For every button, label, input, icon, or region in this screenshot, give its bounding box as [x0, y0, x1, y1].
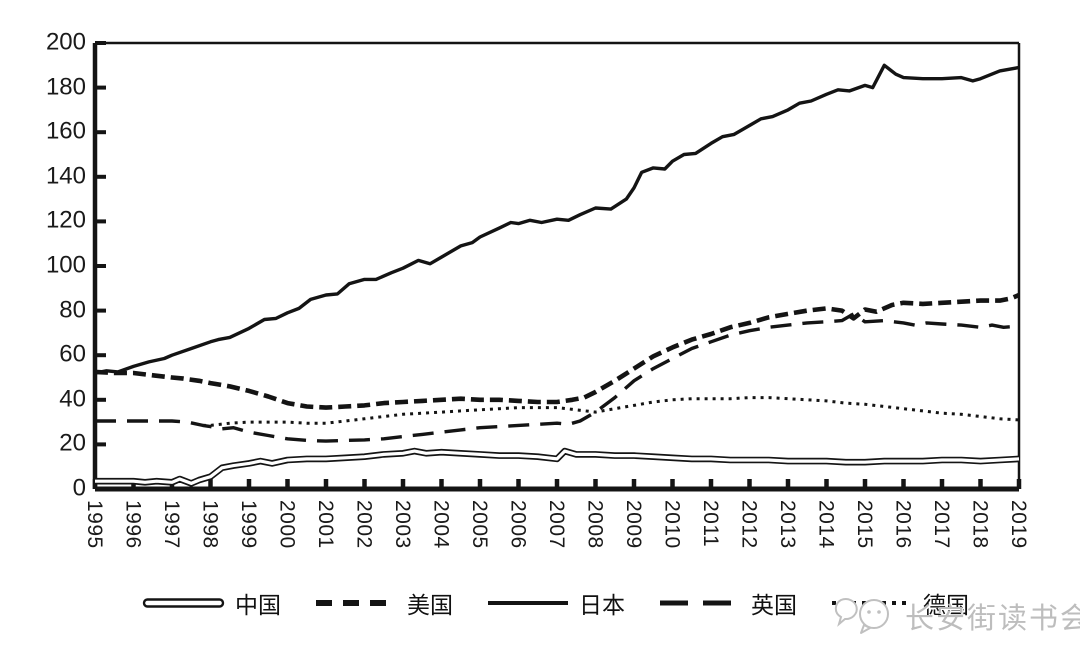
legend-marker-china	[142, 598, 225, 608]
legend-item-china: 中国	[142, 586, 281, 620]
series-line-usa	[94, 292, 1020, 410]
x-tick-label: 2000	[275, 500, 299, 549]
legend-marker-japan	[488, 601, 568, 605]
series-line-uk	[95, 312, 1020, 443]
x-tick-label: 2006	[506, 500, 530, 549]
x-tick-label: 2018	[968, 500, 992, 549]
x-tick-label: 2017	[930, 500, 953, 549]
y-tick-label: 60	[59, 340, 86, 368]
x-tick-label: 2008	[583, 500, 607, 549]
x-tick-label: 2011	[699, 500, 722, 548]
legend-label-usa: 美国	[407, 592, 453, 618]
x-tick-label: 2001	[314, 500, 337, 549]
legend-label-japan: 日本	[579, 592, 625, 618]
legend-item-japan: 日本	[486, 586, 625, 620]
x-tick-label: 2007	[545, 500, 568, 549]
y-tick-label: 100	[45, 251, 86, 279]
series-line-inner-china	[95, 449, 1020, 485]
x-tick-label: 1999	[237, 500, 260, 549]
y-tick-label: 120	[45, 206, 86, 234]
legend-label-germany: 德国	[923, 592, 969, 618]
y-tick-label: 20	[59, 429, 86, 457]
x-tick-label: 2003	[391, 500, 414, 549]
legend-label-china: 中国	[235, 592, 281, 618]
x-tick-label: 2004	[429, 500, 453, 549]
x-tick-label: 1995	[83, 500, 106, 549]
chart-legend: 中国 美国 日本 英国 德国	[142, 586, 969, 620]
y-tick-label: 140	[45, 162, 86, 190]
y-tick-label: 160	[45, 117, 86, 145]
legend-marker-germany	[832, 601, 912, 605]
y-tick-label: 0	[72, 474, 86, 502]
x-tick-label: 2016	[891, 500, 915, 549]
y-tick-label: 40	[59, 385, 86, 413]
x-tick-label: 2019	[1007, 500, 1030, 549]
legend-item-usa: 美国	[314, 586, 453, 620]
x-tick-label: 2015	[853, 500, 876, 549]
legend-item-uk: 英国	[658, 586, 797, 620]
x-tick-label: 2010	[660, 500, 684, 549]
series-line-japan	[94, 63, 1020, 375]
x-tick-label: 1997	[160, 500, 183, 549]
x-tick-label: 2002	[352, 500, 376, 549]
y-tick-label: 180	[45, 73, 86, 101]
legend-marker-uk	[660, 600, 740, 606]
series-line-china	[95, 447, 1020, 487]
x-tick-label: 1996	[121, 500, 145, 549]
x-tick-label: 1998	[198, 500, 222, 549]
series-line-germany	[202, 396, 1020, 427]
legend-label-uk: 英国	[751, 592, 797, 618]
legend-marker-usa	[316, 600, 396, 606]
x-tick-label: 2013	[776, 500, 799, 549]
legend-item-germany: 德国	[830, 586, 969, 620]
x-tick-label: 2012	[737, 500, 761, 549]
y-tick-label: 200	[45, 28, 86, 56]
x-tick-label: 2014	[814, 500, 838, 549]
y-tick-label: 80	[59, 296, 86, 324]
x-tick-label: 2009	[622, 500, 645, 549]
x-tick-label: 2005	[468, 500, 491, 549]
